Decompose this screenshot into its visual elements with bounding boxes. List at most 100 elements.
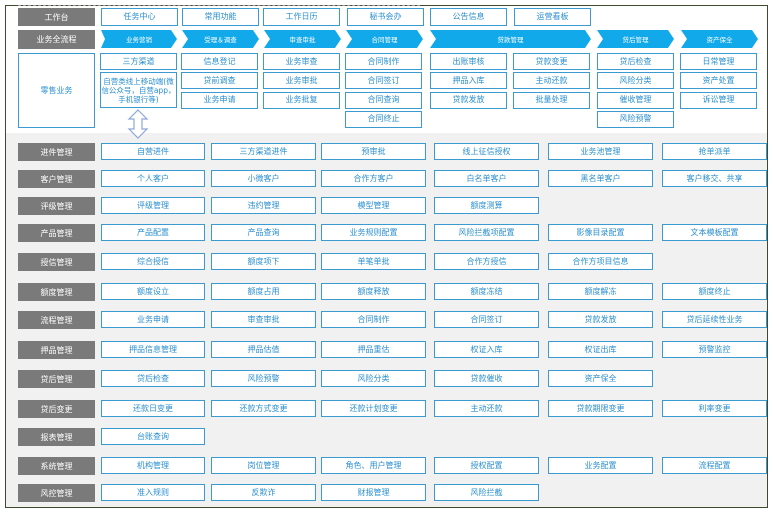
retail-function-item[interactable]: 贷前调查	[181, 72, 258, 90]
module-item[interactable]: 额度解冻	[548, 283, 653, 300]
module-item[interactable]: 抢单派单	[662, 143, 767, 160]
retail-function-item[interactable]: 合同签订	[345, 72, 422, 90]
module-item[interactable]: 自营进件	[101, 143, 205, 160]
workbench-item[interactable]: 工作日历	[263, 8, 340, 26]
module-item[interactable]: 评级管理	[101, 197, 205, 214]
module-item[interactable]: 额度冻结	[434, 283, 539, 300]
module-item[interactable]: 审查审批	[211, 311, 316, 328]
module-item[interactable]: 额度占用	[211, 283, 316, 300]
module-item[interactable]: 综合授信	[101, 253, 205, 270]
module-item[interactable]: 台账查询	[101, 428, 205, 445]
module-item[interactable]: 预审批	[321, 143, 426, 160]
module-item[interactable]: 模型管理	[321, 197, 426, 214]
module-item[interactable]: 利率变更	[662, 400, 767, 417]
process-stage[interactable]: 审查审批	[264, 30, 341, 48]
module-item[interactable]: 客户移交、共享	[662, 170, 767, 187]
retail-function-item[interactable]: 合同终止	[345, 110, 422, 128]
retail-function-item[interactable]: 资产处置	[680, 72, 757, 90]
retail-function-item[interactable]: 风险分类	[597, 72, 674, 90]
retail-function-item[interactable]: 业务申请	[181, 91, 258, 109]
module-item[interactable]: 合同制作	[321, 311, 426, 328]
module-item[interactable]: 额度项下	[211, 253, 316, 270]
module-item[interactable]: 文本模板配置	[662, 224, 767, 241]
module-item[interactable]: 预警监控	[662, 341, 767, 358]
module-item[interactable]: 影像目录配置	[548, 224, 653, 241]
process-stage[interactable]: 贷后管理	[597, 30, 674, 48]
module-item[interactable]: 机构管理	[101, 457, 205, 474]
module-item[interactable]: 准入规则	[101, 484, 205, 501]
module-item[interactable]: 还款计划变更	[321, 400, 426, 417]
process-stage[interactable]: 业务营销	[101, 30, 177, 48]
retail-function-item[interactable]: 业务批复	[263, 91, 340, 109]
module-item[interactable]: 贷后延续性业务	[662, 311, 767, 328]
process-stage[interactable]: 受理＆调查	[182, 30, 259, 48]
module-item[interactable]: 单笔单批	[321, 253, 426, 270]
module-item[interactable]: 风险分类	[321, 370, 426, 387]
module-item[interactable]: 财报管理	[321, 484, 426, 501]
module-item[interactable]: 白名单客户	[434, 170, 539, 187]
module-item[interactable]: 主动还款	[434, 400, 539, 417]
retail-function-item[interactable]: 日常管理	[680, 53, 757, 70]
module-item[interactable]: 线上征信授权	[434, 143, 539, 160]
module-item[interactable]: 押品估值	[211, 341, 316, 358]
module-item[interactable]: 额度释放	[321, 283, 426, 300]
workbench-item[interactable]: 运营看板	[514, 8, 591, 26]
module-item[interactable]: 押品信息管理	[101, 341, 205, 358]
module-item[interactable]: 贷款期限变更	[548, 400, 653, 417]
retail-function-item[interactable]: 批量处理	[513, 91, 590, 109]
module-item[interactable]: 贷后检查	[101, 370, 205, 387]
retail-function-item[interactable]: 合同查询	[345, 91, 422, 109]
module-item[interactable]: 贷款催收	[434, 370, 539, 387]
module-item[interactable]: 风险预警	[211, 370, 316, 387]
module-item[interactable]: 违约管理	[211, 197, 316, 214]
retail-function-item[interactable]: 风险预警	[597, 110, 674, 128]
retail-function-item[interactable]: 贷后检查	[597, 53, 674, 70]
module-item[interactable]: 合同签订	[434, 311, 539, 328]
module-item[interactable]: 合作方客户	[321, 170, 426, 187]
retail-function-item[interactable]: 押品入库	[430, 72, 507, 90]
retail-function-item[interactable]: 自营类线上移动端(微信公众号，自营app，手机银行等)	[100, 72, 177, 108]
retail-function-item[interactable]: 贷款变更	[513, 53, 590, 70]
module-item[interactable]: 反欺诈	[211, 484, 316, 501]
module-item[interactable]: 权证入库	[434, 341, 539, 358]
workbench-item[interactable]: 任务中心	[101, 8, 178, 26]
retail-function-item[interactable]: 诉讼管理	[680, 91, 757, 109]
module-item[interactable]: 贷款发放	[548, 311, 653, 328]
module-item[interactable]: 岗位管理	[211, 457, 316, 474]
module-item[interactable]: 业务申请	[101, 311, 205, 328]
retail-function-item[interactable]: 主动还款	[513, 72, 590, 90]
process-stage[interactable]: 合同管理	[346, 30, 423, 48]
module-item[interactable]: 风险拦截项配置	[434, 224, 539, 241]
module-item[interactable]: 产品查询	[211, 224, 316, 241]
retail-function-item[interactable]: 业务审批	[263, 72, 340, 90]
module-item[interactable]: 还款方式变更	[211, 400, 316, 417]
module-item[interactable]: 权证出库	[548, 341, 653, 358]
retail-function-item[interactable]: 贷款发放	[430, 91, 507, 109]
module-item[interactable]: 合作方项目信息	[548, 253, 653, 270]
module-item[interactable]: 业务池管理	[548, 143, 653, 160]
module-item[interactable]: 额度设立	[101, 283, 205, 300]
module-item[interactable]: 额度终止	[662, 283, 767, 300]
module-item[interactable]: 风险拦截	[434, 484, 539, 501]
module-item[interactable]: 三方渠道进件	[211, 143, 316, 160]
module-item[interactable]: 还款日变更	[101, 400, 205, 417]
module-item[interactable]: 合作方授信	[434, 253, 539, 270]
module-item[interactable]: 业务配置	[548, 457, 653, 474]
module-item[interactable]: 流程配置	[662, 457, 767, 474]
module-item[interactable]: 额度测算	[434, 197, 539, 214]
workbench-item[interactable]: 公告信息	[430, 8, 507, 26]
retail-function-item[interactable]: 合同制作	[345, 53, 422, 70]
process-stage[interactable]: 贷款管理	[430, 30, 591, 48]
module-item[interactable]: 黑名单客户	[548, 170, 653, 187]
workbench-item[interactable]: 秘书会办	[347, 8, 424, 26]
module-item[interactable]: 小微客户	[211, 170, 316, 187]
module-item[interactable]: 授权配置	[434, 457, 539, 474]
module-item[interactable]: 角色、用户管理	[321, 457, 426, 474]
module-item[interactable]: 产品配置	[101, 224, 205, 241]
module-item[interactable]: 资产保全	[548, 370, 653, 387]
retail-function-item[interactable]: 信息登记	[181, 53, 258, 70]
process-stage[interactable]: 资产保全	[681, 30, 758, 48]
retail-function-item[interactable]: 出账审核	[430, 53, 507, 70]
retail-function-item[interactable]: 三方渠道	[100, 53, 177, 70]
retail-function-item[interactable]: 业务审查	[263, 53, 340, 70]
